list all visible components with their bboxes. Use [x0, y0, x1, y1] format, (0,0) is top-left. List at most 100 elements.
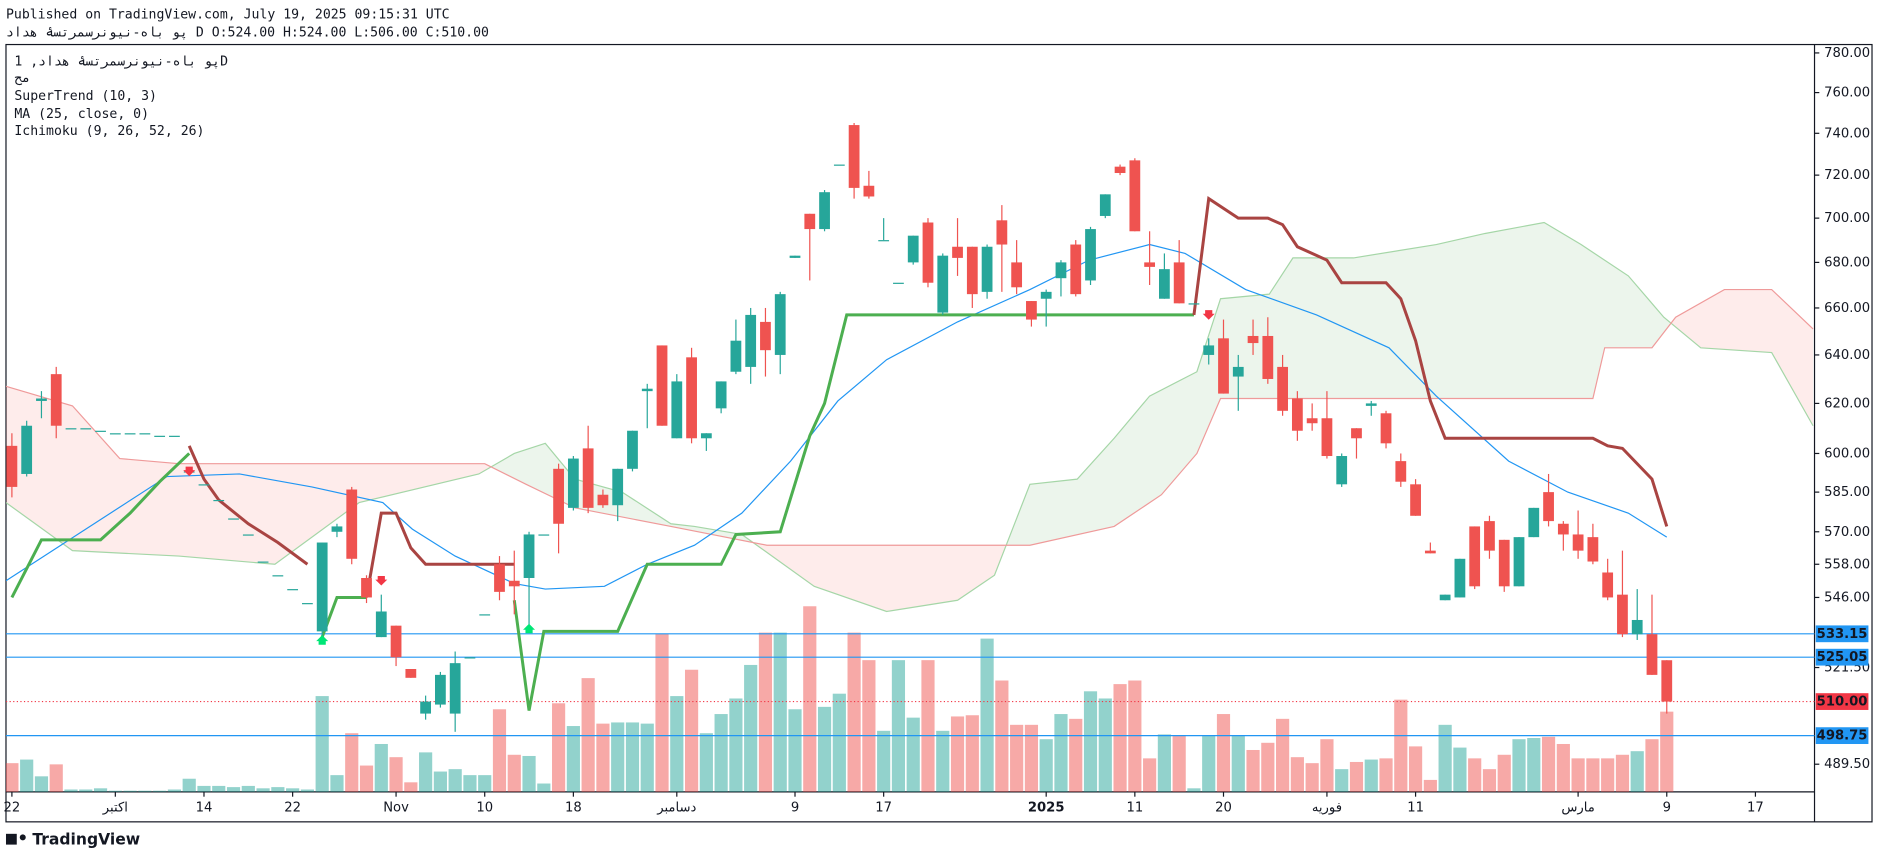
candle-body [420, 701, 432, 714]
candle-body [124, 433, 136, 435]
indicator-line [187, 196, 1669, 598]
candle-body [1572, 534, 1584, 551]
indicator-label: SuperTrend (10, 3) [14, 89, 157, 104]
candle-body [1232, 366, 1244, 377]
volume-bar [492, 709, 507, 792]
volume-bar [1305, 763, 1319, 792]
volume-bar [1468, 758, 1482, 792]
volume-bar [448, 769, 462, 792]
x-tick-label: 18 [565, 800, 582, 815]
candle-body [1661, 660, 1673, 702]
volume-bar [980, 638, 994, 792]
candle-body [1306, 418, 1318, 424]
volume-bar [655, 633, 669, 792]
candle-body [641, 388, 653, 392]
candle-body [1424, 550, 1436, 554]
volume-bar [359, 765, 374, 792]
volume-bar [389, 757, 403, 792]
candle-body [907, 235, 919, 263]
y-tick-label: 660.00 [1824, 301, 1870, 316]
volume-bar [1010, 724, 1024, 792]
volume-bar [1586, 758, 1600, 792]
volume-bar [212, 785, 226, 792]
volume-bar [1660, 711, 1674, 792]
x-tick-label: 17 [875, 800, 892, 815]
volume-bar [197, 785, 211, 792]
candle-body [1291, 398, 1303, 431]
candle-body [508, 580, 520, 587]
candle-body [1454, 558, 1466, 598]
volume-bar [138, 790, 152, 792]
candle-body [789, 255, 801, 258]
volume-bar [1024, 724, 1039, 792]
volume-bar [684, 669, 699, 792]
candle-body [656, 345, 668, 426]
candle-body [538, 534, 550, 536]
price-label: 510.00 [1817, 695, 1868, 710]
volume-bar [1187, 788, 1201, 792]
volume-bar [93, 788, 108, 792]
candle-body [1040, 291, 1052, 299]
candle-body [848, 125, 860, 188]
candle-body [745, 314, 757, 367]
x-tick-label: 9 [1663, 800, 1671, 815]
candle-body [1557, 523, 1569, 535]
candle-body [1543, 492, 1554, 522]
candle-body [1159, 269, 1170, 299]
x-tick-label: 20 [1215, 800, 1232, 815]
x-tick-label: 14 [196, 800, 213, 815]
volume-bar [1571, 758, 1585, 792]
volume-bar [1069, 718, 1083, 792]
volume-bar [1172, 735, 1186, 792]
candle-body [1528, 507, 1540, 538]
candle-body [1070, 244, 1082, 295]
candle-body [1469, 526, 1481, 587]
volume-bar [803, 606, 817, 792]
candle-body [686, 357, 697, 439]
volume-bar [847, 632, 861, 792]
volume-bar [950, 716, 965, 792]
volume-bar [965, 715, 979, 792]
volume-bar [1556, 743, 1570, 792]
candle-body [257, 561, 269, 563]
plot [5, 123, 1815, 792]
price-label-bg [1815, 648, 1869, 666]
candle-body [1513, 537, 1525, 587]
candle-body [996, 220, 1008, 245]
candle-body [804, 213, 816, 230]
volume-bar [1083, 691, 1098, 792]
volume-bar [921, 660, 935, 792]
brand-logo: TradingView [5, 830, 140, 848]
volume-bar [1379, 758, 1393, 792]
volume-bar [1630, 751, 1644, 792]
volume-bar [404, 782, 418, 792]
y-tick-label: 720.00 [1824, 168, 1870, 183]
volume-bar [714, 714, 728, 792]
volume-bar [670, 696, 684, 792]
y-tick-label: 680.00 [1824, 255, 1870, 270]
volume-bar [1054, 714, 1068, 792]
volume-bar [315, 696, 329, 792]
volume-bar [936, 730, 950, 792]
candle-body [95, 430, 106, 432]
volume-bar [64, 789, 78, 792]
candle-body [1188, 303, 1200, 305]
volume-bar [374, 743, 388, 792]
candle-body [1602, 572, 1614, 598]
supertrend-signal [1202, 310, 1215, 320]
candle-body [1631, 619, 1643, 635]
candle-body [819, 192, 830, 230]
candle-body [361, 577, 372, 598]
candle-body [449, 663, 461, 714]
candle-body [375, 611, 387, 638]
kumo-fill-up [490, 222, 1672, 546]
candle-body [1144, 262, 1156, 267]
volume-bar [123, 790, 137, 792]
y-tick-label: 640.00 [1824, 348, 1870, 363]
candle-body [1011, 262, 1023, 288]
volume-bar [1601, 758, 1615, 792]
indicator-line [5, 243, 1668, 590]
candle-body [966, 246, 978, 295]
candle-body [1395, 461, 1407, 482]
candle-body [1129, 160, 1141, 232]
